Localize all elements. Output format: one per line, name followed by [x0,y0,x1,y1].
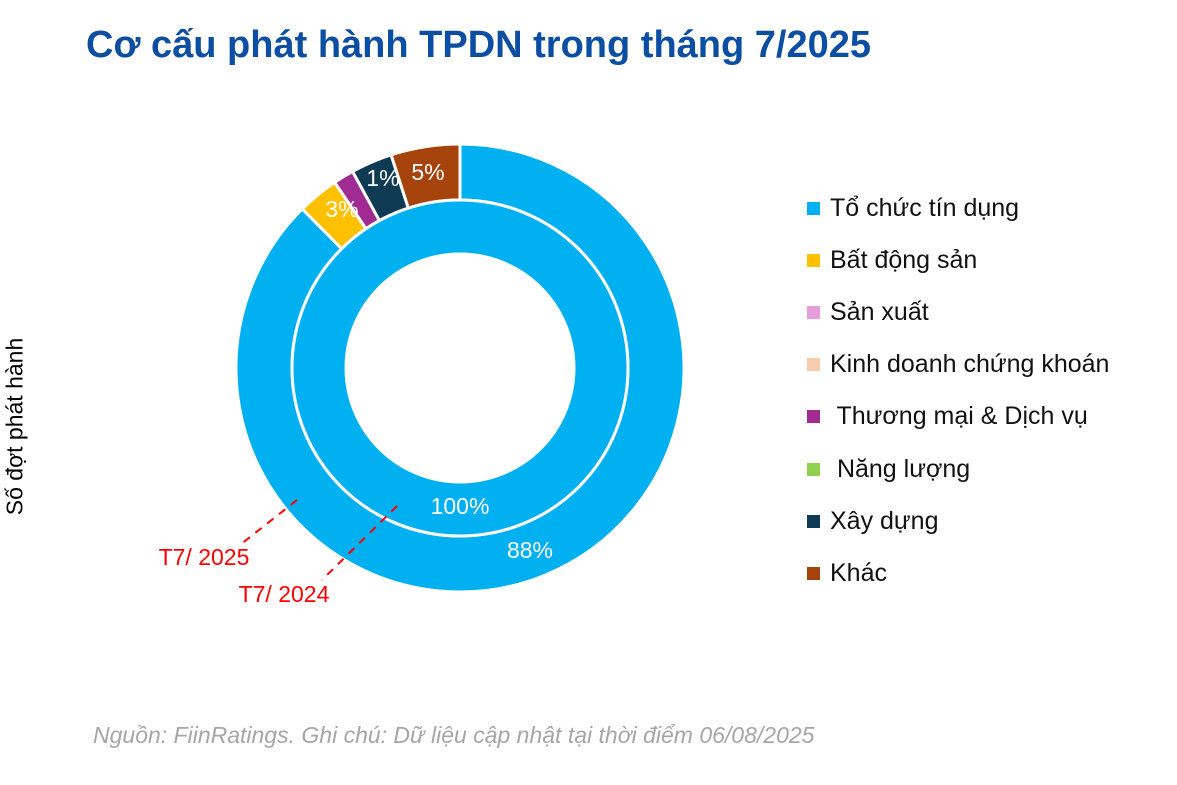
legend-item: Năng lượng [807,443,1109,495]
outer-ring-data-label-6: 1% [366,165,399,191]
legend-swatch [807,514,820,528]
inner-ring-leader-line [321,505,398,581]
legend-swatch [807,358,820,372]
legend-item: Kinh doanh chứng khoán [807,339,1109,391]
legend-swatch [807,305,820,319]
legend-item: Bất động sản [807,234,1109,286]
legend-item: Khác [807,547,1109,599]
legend-item: Tổ chức tín dụng [807,182,1109,234]
legend-swatch [807,253,820,267]
legend-item: Xây dựng [807,495,1109,547]
legend-label: Khác [830,558,887,587]
inner-ring-series-name: T7/ 2024 [239,581,330,607]
legend-label: Xây dựng [830,506,939,535]
outer-ring-data-label-7: 5% [411,159,444,185]
chart-legend: Tổ chức tín dụng Bất động sản Sản xuất Kinh… [807,182,1109,600]
legend-swatch [807,201,820,215]
legend-item: Thương mại & Dịch vụ [807,391,1109,443]
chart-title: Cơ cấu phát hành TPDN trong tháng 7/2025 [86,24,871,66]
source-note: Nguồn: FiinRatings. Ghi chú: Dữ liệu cập… [93,722,815,748]
inner-ring-slice-0 [290,198,630,538]
legend-label: Năng lượng [830,454,971,483]
outer-ring-data-label-1: 3% [325,196,358,222]
inner-ring-data-label-0: 100% [431,493,490,519]
legend-label: Bất động sản [830,245,978,274]
legend-item: Sản xuất [807,286,1109,338]
outer-ring-series-name: T7/ 2025 [159,544,250,570]
legend-label: Thương mại & Dịch vụ [830,402,1088,431]
legend-label: Sản xuất [830,297,929,326]
legend-swatch [807,566,820,580]
legend-label: Tổ chức tín dụng [830,193,1020,222]
outer-ring-data-label-0: 88% [507,537,553,563]
legend-swatch [807,462,820,476]
legend-label: Kinh doanh chứng khoán [830,350,1110,379]
legend-swatch [807,410,820,424]
outer-ring-leader-line [239,499,298,546]
